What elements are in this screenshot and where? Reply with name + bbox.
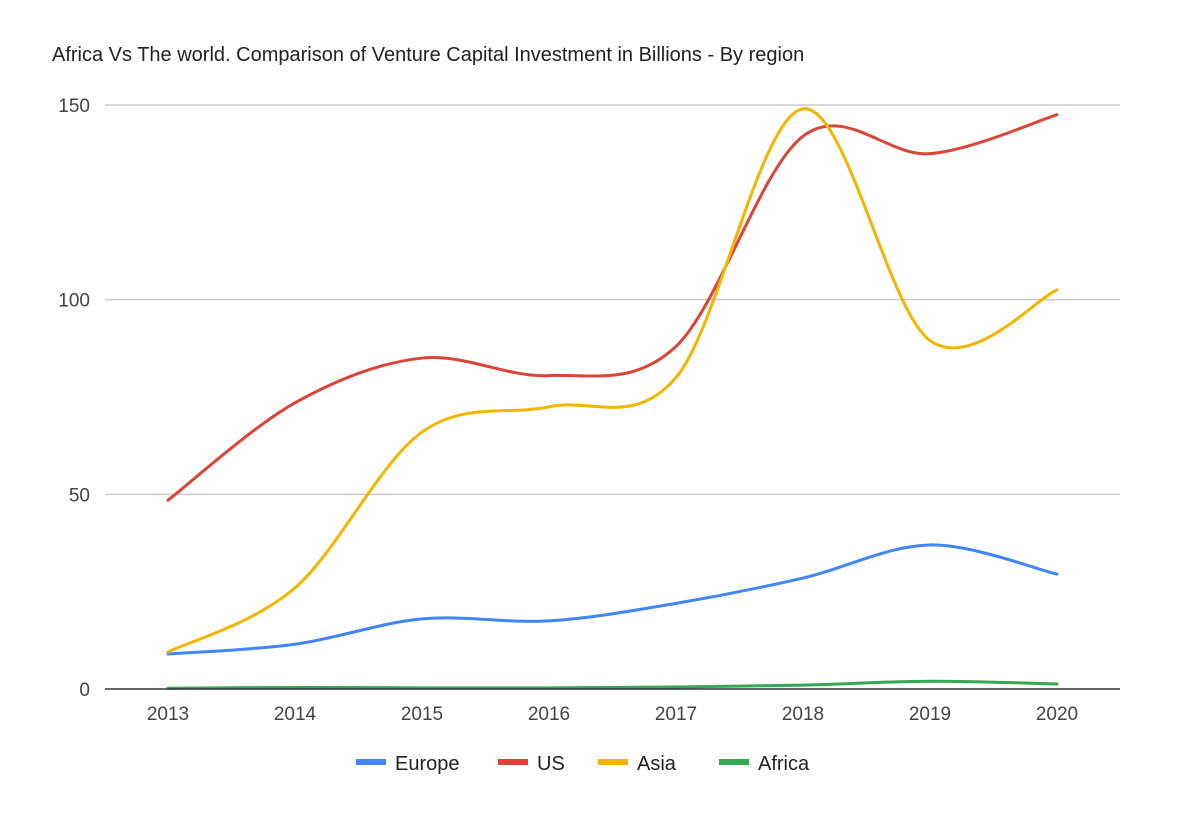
series-line-africa [166,679,1059,690]
chart-title: Africa Vs The world. Comparison of Ventu… [52,44,804,66]
y-tick-label: 0 [79,680,90,701]
legend-label: US [537,753,565,775]
legend-label: Europe [395,753,460,775]
x-tick-label: 2019 [909,704,951,725]
series-line-us [166,113,1059,502]
x-tick-label: 2014 [274,704,317,725]
x-tick-label: 2016 [528,704,570,725]
x-tick-label: 2015 [401,704,443,725]
legend-label: Asia [637,753,677,775]
legend-label: Africa [758,753,810,775]
y-tick-label: 100 [58,291,90,312]
legend: Europe US Asia Africa [356,753,810,775]
legend-item-asia: Asia [598,753,677,775]
legend-item-africa: Africa [719,753,810,775]
series-line-europe [166,543,1059,656]
legend-item-europe: Europe [356,753,460,775]
y-tick-label: 50 [69,485,90,506]
x-tick-label: 2013 [147,704,189,725]
x-tick-label: 2018 [782,704,824,725]
x-axis-ticks: 2013 2014 2015 2016 2017 2018 2019 2020 [147,704,1078,725]
series-lines [166,107,1059,690]
x-tick-label: 2017 [655,704,697,725]
series-line-asia [166,107,1059,654]
y-axis-ticks: 0 50 100 150 [58,96,90,701]
y-tick-label: 150 [58,96,90,117]
x-tick-label: 2020 [1036,704,1078,725]
grid [105,104,1120,496]
legend-item-us: US [498,753,565,775]
